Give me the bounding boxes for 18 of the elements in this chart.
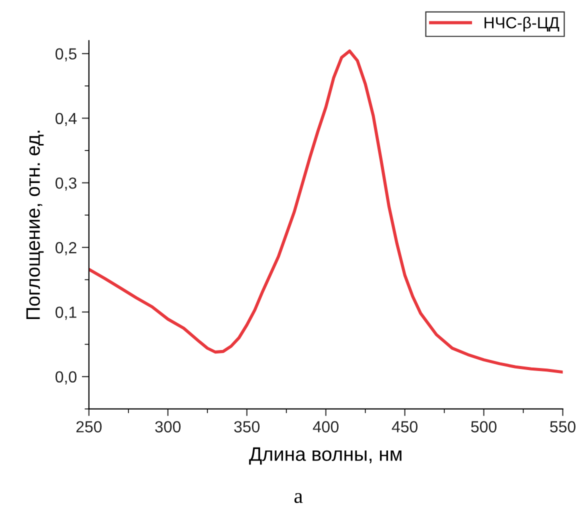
y-tick-label: 0,4 [56, 112, 77, 126]
y-tick-label: 0,5 [56, 48, 76, 62]
y-tick-label: 0,1 [56, 306, 76, 320]
x-tick-label: 300 [155, 421, 181, 432]
line-series [88, 49, 563, 374]
x-tick-label: 350 [234, 421, 260, 432]
y-axis-title: Поглощение, отн. ед. [26, 130, 44, 320]
x-tick-label: 450 [392, 421, 418, 432]
y-tick-label: 0,3 [56, 177, 76, 191]
x-tick-label: 400 [312, 421, 339, 432]
y-tick-label: 0,2 [56, 242, 76, 256]
x-tick-label: 250 [76, 421, 102, 432]
x-tick-label: 500 [471, 421, 496, 432]
legend-label: НЧС-β-ЦД [484, 16, 560, 32]
x-axis-title: Длина волны, нм [249, 447, 402, 465]
x-tick-label: 550 [550, 421, 576, 432]
y-tick-label: 0,0 [56, 371, 76, 384]
text: а [294, 493, 303, 504]
